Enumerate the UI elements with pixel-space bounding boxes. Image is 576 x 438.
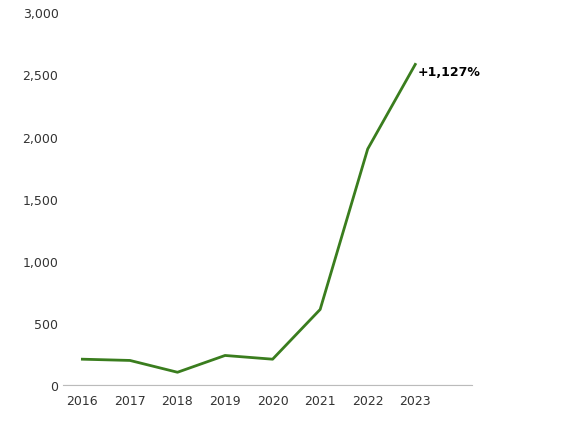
Text: +1,127%: +1,127%	[418, 66, 480, 79]
